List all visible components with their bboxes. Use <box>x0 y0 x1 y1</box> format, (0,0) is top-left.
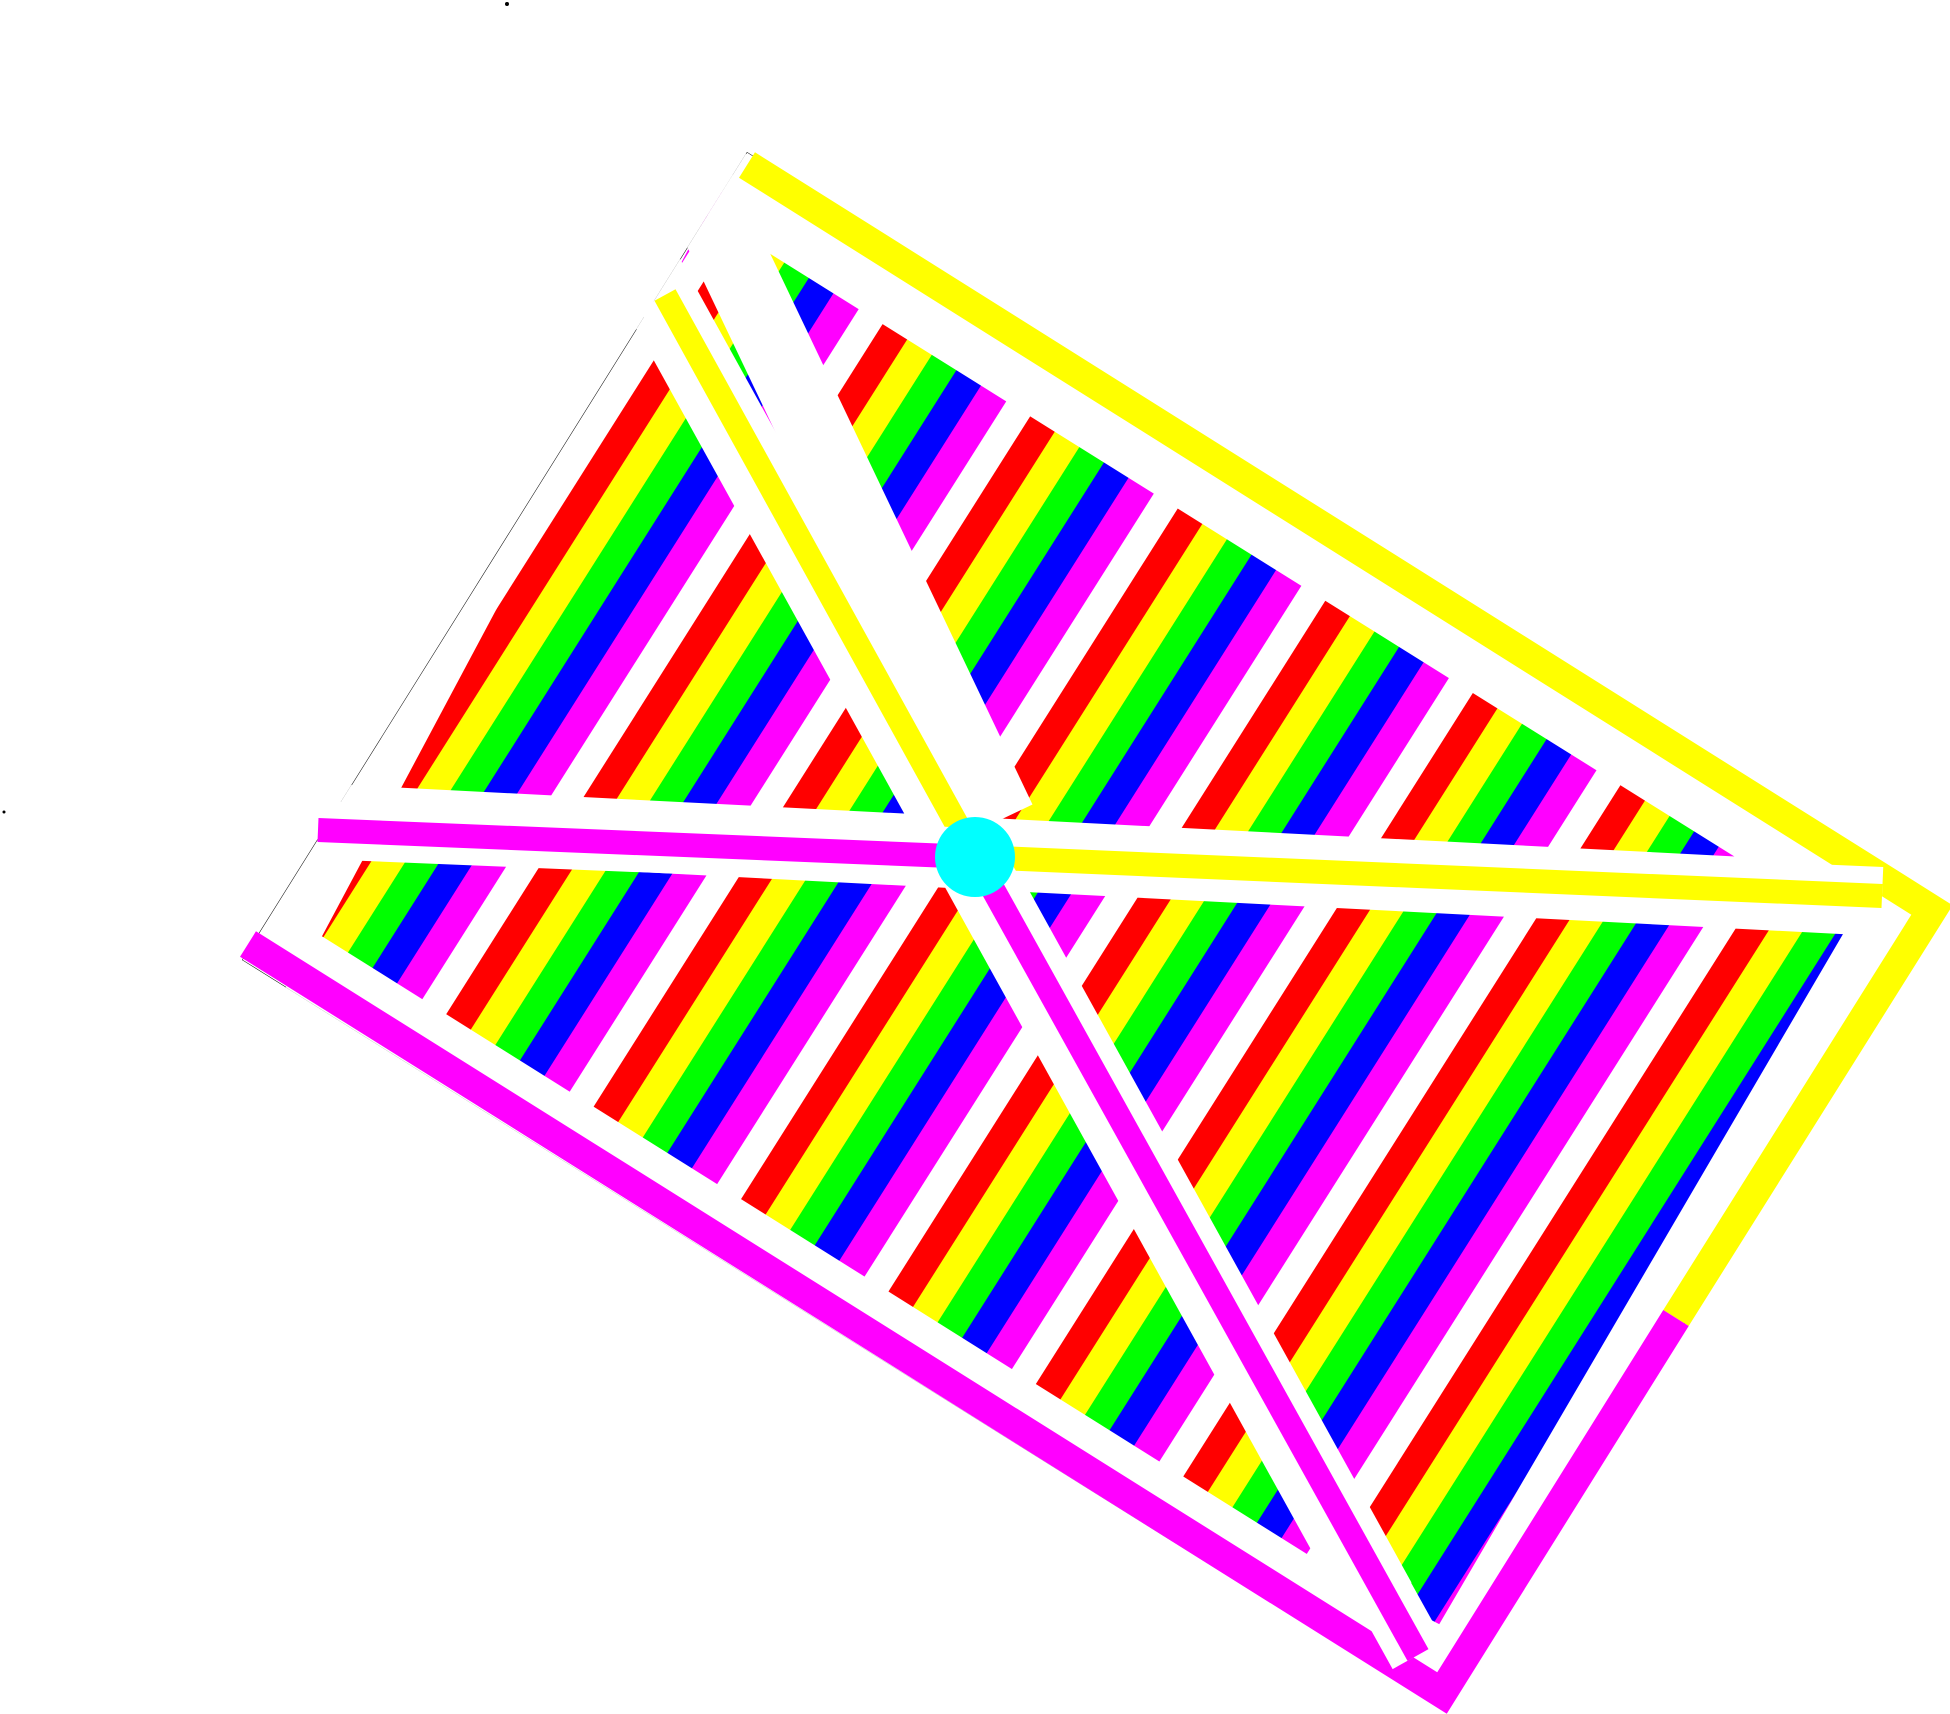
rainbow-stripe <box>320 190 1770 1640</box>
rainbow-stripe <box>401 190 1860 1640</box>
rainbow-stripe <box>450 190 1860 1640</box>
hub-icon <box>935 817 1015 897</box>
rainbow-stripe <box>320 190 1745 1640</box>
rainbow-stripe <box>320 190 1860 1640</box>
rainbow-stripe <box>572 190 1860 1640</box>
spoke-right <box>974 845 1883 908</box>
spoke-lower-right <box>964 851 1429 1661</box>
rainbow-stripe <box>768 190 1860 1640</box>
stray-dot <box>2 810 6 814</box>
rainbow-stripe <box>320 190 1500 1640</box>
kite-spokes <box>316 280 1884 1670</box>
rainbow-stripe <box>320 190 1598 1640</box>
rainbow-stripe <box>320 190 1696 1640</box>
frame-lower-band <box>240 931 1689 1714</box>
rainbow-stripe <box>320 190 1402 1640</box>
rainbow-stripe <box>621 190 1860 1640</box>
rainbow-stripe <box>320 190 1860 1640</box>
rainbow-stripe <box>548 190 1860 1640</box>
rainbow-stripe <box>320 190 1860 1640</box>
rainbow-stripe <box>646 190 1860 1640</box>
spoke-left <box>317 818 976 869</box>
rainbow-stripe <box>320 190 1574 1640</box>
rainbow-stripe <box>327 190 1860 1640</box>
rainbow-stripe <box>320 190 1549 1640</box>
rainbow-stripe <box>695 190 1860 1640</box>
kite-frame <box>240 152 1950 1714</box>
rainbow-stripe <box>320 190 1860 1640</box>
rainbow-stripe <box>320 190 1476 1640</box>
stripe-gap <box>667 174 1033 836</box>
rainbow-stripe <box>719 190 1860 1640</box>
spoke-upper-left <box>654 289 986 863</box>
rainbow-stripe <box>597 190 1860 1640</box>
rainbow-stripe <box>320 190 1647 1640</box>
stray-dot <box>505 2 509 6</box>
rainbow-stripe <box>352 190 1860 1640</box>
rainbow-stripe <box>744 190 1860 1640</box>
stripe-gap <box>700 152 1900 936</box>
rainbow-stripe <box>320 190 1427 1640</box>
rainbow-stripe <box>320 190 1623 1640</box>
rainbow-stripe <box>499 190 1860 1640</box>
rainbow-stripe <box>474 190 1860 1640</box>
frame-upper-band <box>739 152 1950 1326</box>
rainbow-stripe <box>425 190 1860 1640</box>
rainbow-stripe <box>320 190 1721 1640</box>
rainbow-stripe <box>320 190 1860 1640</box>
rainbow-stripe <box>320 190 1451 1640</box>
